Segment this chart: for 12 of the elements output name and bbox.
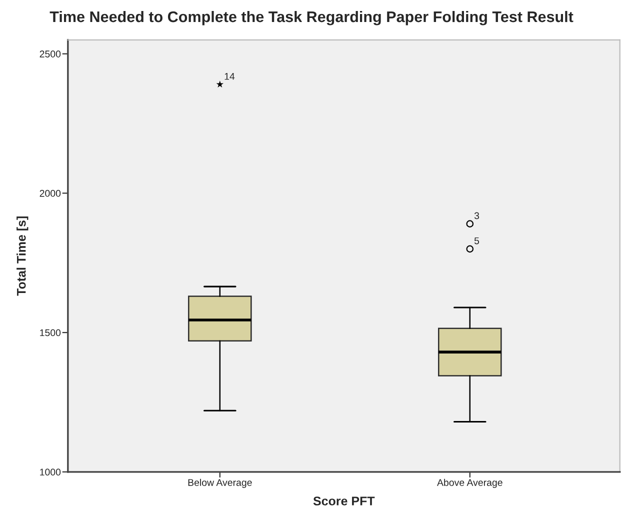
x-tick-label: Above Average — [437, 478, 502, 488]
annotation: 5 — [474, 237, 480, 244]
chart-title: Time Needed to Complete the Task Regarding Paper Folding Test Result — [50, 10, 574, 26]
y-axis-title: Total Time [s] — [16, 216, 28, 296]
annotation: 3 — [474, 212, 480, 220]
x-axis-title: Score PFT — [313, 496, 375, 506]
y-tick-label: 1000 — [40, 468, 61, 476]
y-tick-label: 2500 — [40, 50, 61, 58]
y-tick-label: 1500 — [40, 329, 61, 336]
x-tick-label: Below Average — [188, 478, 252, 488]
annotation: 14 — [224, 72, 235, 80]
y-tick-label: 2000 — [40, 190, 61, 197]
